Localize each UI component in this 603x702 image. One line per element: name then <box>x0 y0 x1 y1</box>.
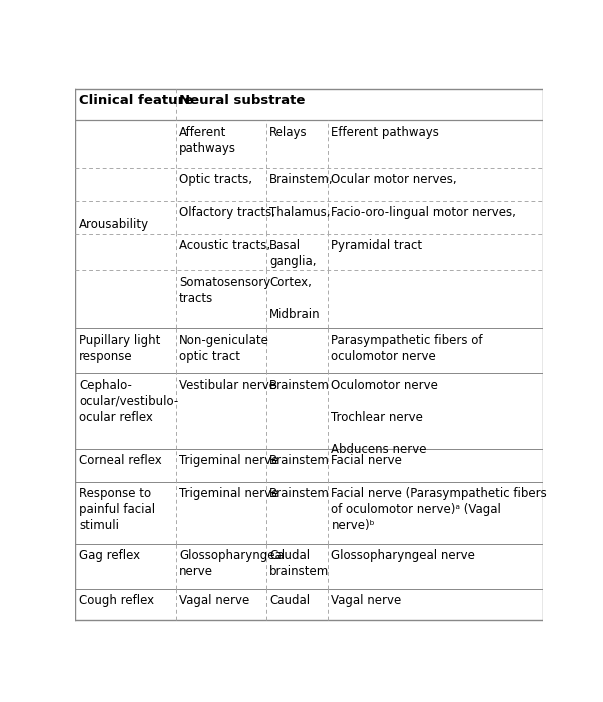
Text: Basal
ganglia,: Basal ganglia, <box>270 239 317 268</box>
Text: Response to
painful facial
stimuli: Response to painful facial stimuli <box>79 487 155 532</box>
Text: Cortex,

Midbrain: Cortex, Midbrain <box>270 276 321 321</box>
Text: Cough reflex: Cough reflex <box>79 594 154 607</box>
Text: Gag reflex: Gag reflex <box>79 550 140 562</box>
Text: Oculomotor nerve

Trochlear nerve

Abducens nerve: Oculomotor nerve Trochlear nerve Abducen… <box>332 378 438 456</box>
Text: Non-geniculate
optic tract: Non-geniculate optic tract <box>179 334 269 363</box>
Text: Acoustic tracts,: Acoustic tracts, <box>179 239 270 252</box>
Text: Arousability: Arousability <box>79 218 149 231</box>
Text: Thalamus,: Thalamus, <box>270 206 331 219</box>
Text: Cephalo-
ocular/vestibulo-
ocular reflex: Cephalo- ocular/vestibulo- ocular reflex <box>79 378 178 424</box>
Text: Ocular motor nerves,: Ocular motor nerves, <box>332 173 457 186</box>
Text: Glossopharyngeal
nerve: Glossopharyngeal nerve <box>179 550 285 578</box>
Text: Brainstem: Brainstem <box>270 454 330 468</box>
Text: Glossopharyngeal nerve: Glossopharyngeal nerve <box>332 550 475 562</box>
Text: Vagal nerve: Vagal nerve <box>332 594 402 607</box>
Text: Facial nerve: Facial nerve <box>332 454 402 468</box>
Text: Afferent
pathways: Afferent pathways <box>179 126 236 154</box>
Text: Brainstem: Brainstem <box>270 487 330 501</box>
Text: Neural substrate: Neural substrate <box>179 94 306 107</box>
Text: Caudal
brainstem: Caudal brainstem <box>270 550 330 578</box>
Text: Vagal nerve: Vagal nerve <box>179 594 250 607</box>
Text: Pupillary light
response: Pupillary light response <box>79 334 160 363</box>
Text: Optic tracts,: Optic tracts, <box>179 173 252 186</box>
Text: Efferent pathways: Efferent pathways <box>332 126 440 138</box>
Text: Brainstem,: Brainstem, <box>270 173 334 186</box>
Text: Somatosensory
tracts: Somatosensory tracts <box>179 276 270 305</box>
Text: Brainstem: Brainstem <box>270 378 330 392</box>
Text: Trigeminal nerve: Trigeminal nerve <box>179 454 279 468</box>
Text: Olfactory tracts,: Olfactory tracts, <box>179 206 275 219</box>
Text: Facio-oro-lingual motor nerves,: Facio-oro-lingual motor nerves, <box>332 206 516 219</box>
Text: Pyramidal tract: Pyramidal tract <box>332 239 423 252</box>
Text: Relays: Relays <box>270 126 308 138</box>
Text: Facial nerve (Parasympathetic fibers
of oculomotor nerve)ᵃ (Vagal
nerve)ᵇ: Facial nerve (Parasympathetic fibers of … <box>332 487 547 532</box>
Text: Caudal: Caudal <box>270 594 311 607</box>
Text: Vestibular nerve: Vestibular nerve <box>179 378 276 392</box>
Text: Parasympathetic fibers of
oculomotor nerve: Parasympathetic fibers of oculomotor ner… <box>332 334 483 363</box>
Text: Trigeminal nerve: Trigeminal nerve <box>179 487 279 501</box>
Text: Corneal reflex: Corneal reflex <box>79 454 162 468</box>
Text: Clinical feature: Clinical feature <box>79 94 194 107</box>
